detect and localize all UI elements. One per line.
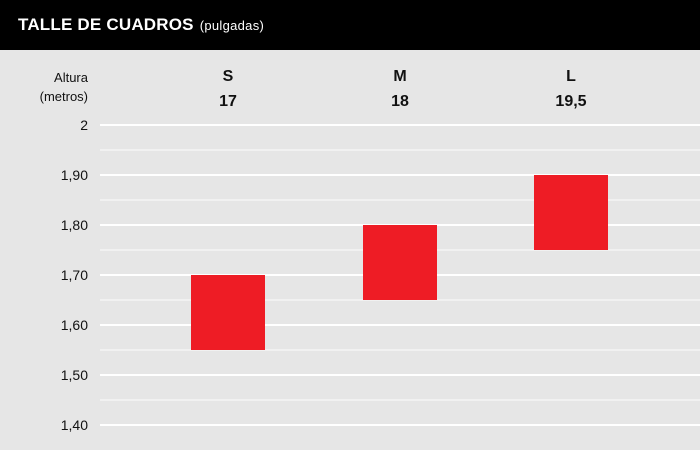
category-size-label: S xyxy=(223,68,234,85)
category-frame-label: 17 xyxy=(219,93,237,110)
category-size-label: M xyxy=(393,68,406,85)
y-axis-unit: (metros) xyxy=(40,89,88,104)
range-bar xyxy=(363,225,437,300)
y-axis-title: Altura xyxy=(54,70,89,85)
size-chart: 2 1,90 1,80 1,70 1,60 1,50 1,40 Altura (metros) S… xyxy=(40,68,700,433)
category-frame-label: 18 xyxy=(391,93,409,110)
y-tick-label: 1,50 xyxy=(61,367,88,383)
y-tick-label: 1,70 xyxy=(61,267,88,283)
y-tick-label: 1,40 xyxy=(61,417,88,433)
category-frame-label: 19,5 xyxy=(555,93,586,110)
range-bar xyxy=(191,275,265,350)
y-tick-label: 1,60 xyxy=(61,317,88,333)
range-bar xyxy=(534,175,608,250)
y-tick-label: 2 xyxy=(80,117,88,133)
chart-header: TALLE DE CUADROS (pulgadas) xyxy=(0,0,700,50)
chart-subtitle: (pulgadas) xyxy=(199,17,265,33)
y-tick-label: 1,80 xyxy=(61,217,88,233)
y-tick-label: 1,90 xyxy=(61,167,88,183)
category-size-label: L xyxy=(566,68,576,85)
chart-title: TALLE DE CUADROS xyxy=(18,15,194,34)
